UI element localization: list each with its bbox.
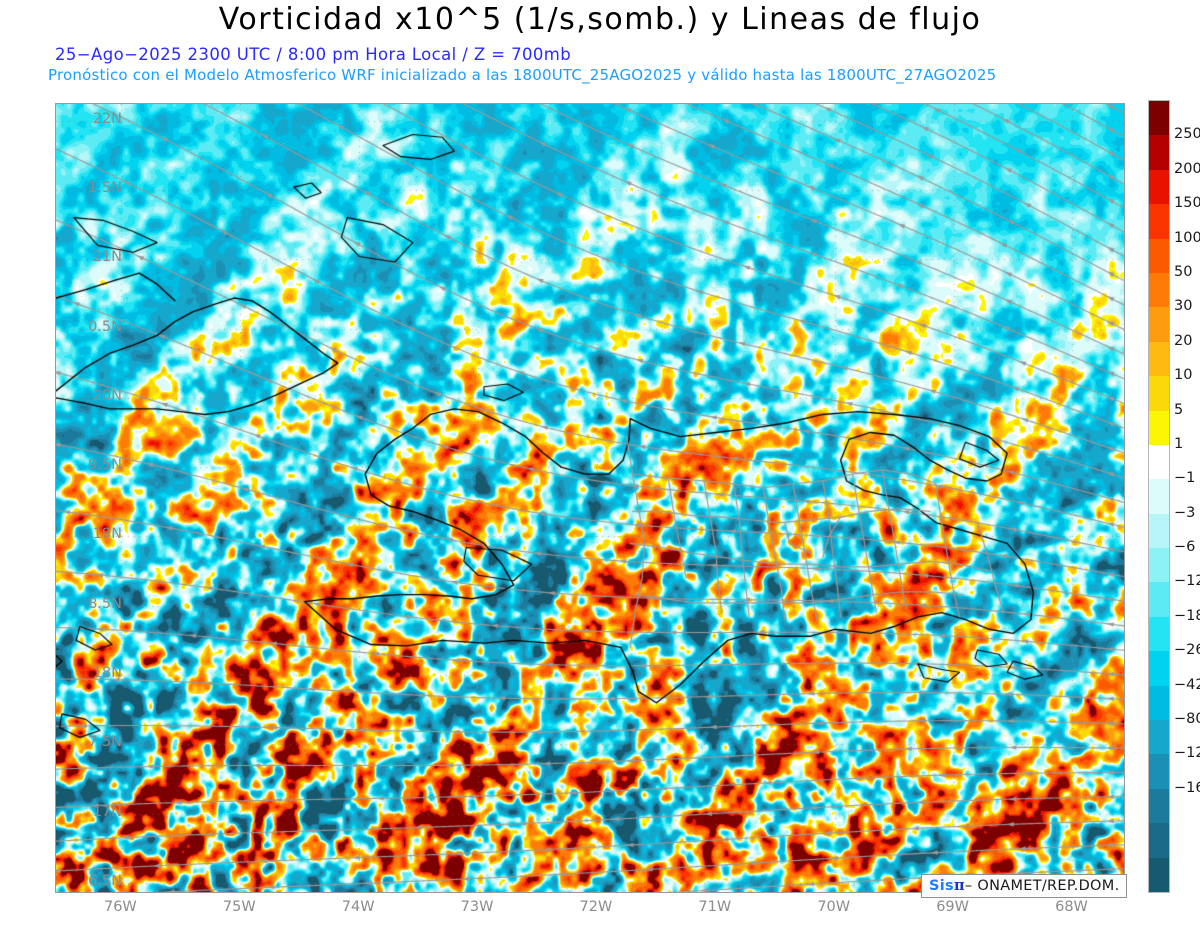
colorbar-band <box>1149 169 1169 205</box>
sis-logo-text: Sis <box>929 878 954 894</box>
colorbar-tick-label: −18 <box>1174 607 1200 624</box>
colorbar-tick-label: −26 <box>1174 642 1200 659</box>
pi-symbol-icon: π <box>953 877 965 894</box>
y-axis-tick-label: 7.5N <box>88 734 122 751</box>
y-axis-tick-label: 6.5N <box>88 872 122 889</box>
map-canvas <box>56 104 1124 892</box>
x-axis-tick-label: 75W <box>222 899 256 915</box>
org-name-text: ONAMET/REP.DOM. <box>977 878 1120 894</box>
x-axis-tick-label: 69W <box>936 899 970 915</box>
colorbar-band <box>1149 479 1169 514</box>
colorbar-band <box>1149 582 1169 617</box>
vorticity-colorbar <box>1148 100 1170 893</box>
colorbar-band <box>1149 238 1169 273</box>
model-info-subtitle: Pronóstico con el Modelo Atmosferico WRF… <box>48 66 997 84</box>
colorbar-band <box>1149 204 1169 239</box>
colorbar-band <box>1149 444 1169 480</box>
x-axis-tick-label: 73W <box>460 899 494 915</box>
colorbar-tick-label: 5 <box>1174 401 1184 418</box>
colorbar-tick-label: 10 <box>1174 367 1193 384</box>
y-axis-tick-label: 20N <box>92 387 122 404</box>
x-axis-tick-label: 70W <box>817 899 851 915</box>
forecast-datetime-subtitle: 25−Ago−2025 2300 UTC / 8:00 pm Hora Loca… <box>55 45 572 64</box>
vorticity-map-plot[interactable] <box>55 103 1125 893</box>
colorbar-band <box>1149 651 1169 686</box>
colorbar-tick-label: 150 <box>1174 195 1200 212</box>
colorbar-band <box>1149 616 1169 652</box>
colorbar-band <box>1149 307 1169 342</box>
colorbar-tick-label: 20 <box>1174 332 1193 349</box>
colorbar-tick-label: 200 <box>1174 160 1200 177</box>
x-axis-tick-label: 76W <box>103 899 137 915</box>
colorbar-band <box>1149 823 1169 858</box>
colorbar-tick-label: 1 <box>1174 435 1184 452</box>
y-axis-tick-label: 1.5N <box>88 179 122 196</box>
colorbar-band <box>1149 548 1169 583</box>
colorbar-band <box>1149 720 1169 755</box>
colorbar-tick-label: 50 <box>1174 263 1193 280</box>
colorbar-tick-label: −80 <box>1174 711 1200 728</box>
colorbar-band <box>1149 857 1169 892</box>
colorbar-tick-label: −3 <box>1174 504 1196 521</box>
colorbar-band <box>1149 272 1169 308</box>
y-axis-tick-label: 0.5N <box>88 318 122 335</box>
colorbar-band <box>1149 410 1169 445</box>
colorbar-band <box>1149 101 1169 136</box>
colorbar-band <box>1149 754 1169 789</box>
colorbar-tick-label: −120 <box>1174 745 1200 762</box>
colorbar-tick-label: 30 <box>1174 298 1193 315</box>
colorbar-tick-label: −42 <box>1174 676 1200 693</box>
x-axis-tick-label: 71W <box>698 899 732 915</box>
y-axis-tick-label: 21N <box>92 249 122 266</box>
page-title: Vorticidad x10^5 (1/s,somb.) y Lineas de… <box>218 2 982 37</box>
colorbar-tick-label: 250 <box>1174 126 1200 143</box>
attribution-logo: Sisπ– ONAMET/REP.DOM. <box>921 874 1128 898</box>
colorbar-band <box>1149 376 1169 411</box>
y-axis-tick-label: 17N <box>92 803 122 820</box>
colorbar-band <box>1149 513 1169 549</box>
colorbar-tick-label: −160 <box>1174 779 1200 796</box>
y-axis-tick-label: 9.5N <box>88 457 122 474</box>
x-axis-tick-label: 72W <box>579 899 613 915</box>
x-axis-tick-label: 68W <box>1055 899 1088 915</box>
y-axis-tick-label: 8.5N <box>88 595 122 612</box>
x-axis-tick-label: 74W <box>341 899 375 915</box>
y-axis-tick-label: 19N <box>92 526 122 543</box>
y-axis-tick-label: 22N <box>92 110 122 127</box>
colorbar-tick-label: −1 <box>1174 470 1196 487</box>
colorbar-tick-label: −6 <box>1174 539 1196 556</box>
colorbar-tick-label: −12 <box>1174 573 1200 590</box>
colorbar-tick-label: 100 <box>1174 229 1200 246</box>
colorbar-band <box>1149 685 1169 721</box>
y-axis-tick-label: 18N <box>92 665 122 682</box>
org-separator: – <box>964 878 973 894</box>
colorbar-band <box>1149 135 1169 170</box>
colorbar-band <box>1149 788 1169 824</box>
colorbar-band <box>1149 341 1169 377</box>
